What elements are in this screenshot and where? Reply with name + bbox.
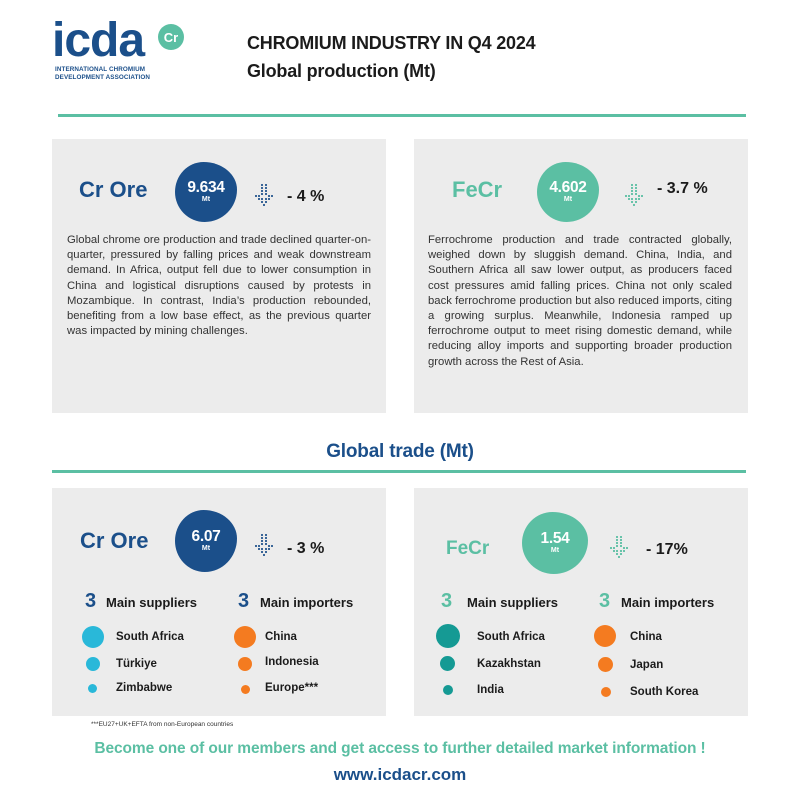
production-cr-ore-unit: Mt bbox=[201, 196, 211, 203]
trade-cr-ore-value-badge: 6.07 Mt bbox=[175, 510, 237, 572]
page-subtitle: Global production (Mt) bbox=[247, 61, 436, 81]
production-fecr-change: - 3.7 % bbox=[657, 180, 708, 197]
website-link[interactable]: www.icdacr.com bbox=[333, 765, 467, 784]
membership-cta: Become one of our members and get access… bbox=[94, 740, 706, 757]
production-cr-ore-description: Global chrome ore production and trade d… bbox=[67, 234, 371, 338]
arrow-down-icon bbox=[255, 534, 273, 556]
trade-cr-ore-supplier-1: South Africa bbox=[116, 631, 184, 643]
page-title: CHROMIUM INDUSTRY IN Q4 2024 bbox=[247, 33, 536, 53]
trade-fecr-suppliers-count: 3 bbox=[441, 590, 453, 612]
trade-fecr-supplier-3: India bbox=[477, 684, 504, 696]
trade-cr-ore-importer-2: Indonesia bbox=[265, 656, 319, 668]
arrow-down-icon bbox=[255, 184, 273, 206]
trade-fecr-suppliers-label: Main suppliers bbox=[467, 595, 559, 610]
icda-logo: icda Cr INTERNATIONAL CHROMIUM DEVELOPME… bbox=[52, 14, 192, 88]
trade-fecr-value-badge: 1.54 Mt bbox=[522, 512, 588, 574]
production-fecr-value-badge: 4.602 Mt bbox=[537, 162, 599, 222]
trade-fecr-importer-1: China bbox=[630, 631, 662, 643]
trade-cr-ore-importers-count: 3 bbox=[238, 590, 250, 612]
trade-section-title: Global trade (Mt) bbox=[326, 441, 474, 462]
icda-logo-mark: icda Cr bbox=[52, 14, 184, 64]
production-fecr-description: Ferrochrome production and trade contrac… bbox=[428, 234, 732, 368]
logo-subtitle: INTERNATIONAL CHROMIUM DEVELOPMENT ASSOC… bbox=[55, 66, 151, 81]
production-cr-ore-change: - 4 % bbox=[287, 188, 325, 205]
supplier-dot bbox=[440, 656, 455, 671]
production-fecr-name: FeCr bbox=[452, 177, 503, 202]
production-cr-ore-name: Cr Ore bbox=[79, 177, 148, 202]
supplier-dot bbox=[86, 657, 100, 671]
trade-fecr-supplier-1: South Africa bbox=[477, 631, 545, 643]
trade-cr-ore-importer-3: Europe*** bbox=[265, 682, 319, 694]
trade-fecr-name: FeCr bbox=[446, 538, 490, 559]
importer-dot bbox=[601, 687, 611, 697]
trade-fecr-importer-2: Japan bbox=[630, 659, 664, 671]
supplier-dot bbox=[88, 684, 97, 693]
importer-dot bbox=[238, 657, 252, 671]
trade-cr-ore-supplier-3: Zimbabwe bbox=[116, 682, 173, 694]
supplier-dot bbox=[436, 624, 460, 648]
importer-dot bbox=[594, 625, 616, 647]
trade-fecr-importers-label: Main importers bbox=[621, 595, 715, 610]
production-fecr-unit: Mt bbox=[563, 196, 573, 203]
trade-divider bbox=[52, 470, 746, 473]
logo-badge: Cr bbox=[164, 30, 178, 45]
trade-fecr-supplier-2: Kazakhstan bbox=[477, 658, 541, 670]
logo-letters: icda bbox=[52, 14, 145, 64]
production-cr-ore-value: 9.634 bbox=[187, 179, 225, 196]
importer-dot bbox=[234, 626, 256, 648]
trade-cr-ore-name: Cr Ore bbox=[80, 528, 149, 553]
supplier-dot bbox=[82, 626, 104, 648]
trade-cr-ore-suppliers-label: Main suppliers bbox=[106, 595, 198, 610]
trade-cr-ore-value: 6.07 bbox=[191, 528, 221, 545]
trade-cr-ore-suppliers-count: 3 bbox=[85, 590, 97, 612]
trade-fecr-value: 1.54 bbox=[540, 530, 570, 547]
trade-cr-ore-unit: Mt bbox=[201, 545, 211, 552]
footnote: ***EU27+UK+EFTA from non-European countr… bbox=[91, 721, 234, 728]
header-divider bbox=[58, 114, 746, 117]
production-cr-ore-value-badge: 9.634 Mt bbox=[175, 162, 237, 222]
trade-cr-ore-supplier-2: Türkiye bbox=[116, 658, 157, 670]
importer-dot bbox=[598, 657, 613, 672]
trade-fecr-importer-3: South Korea bbox=[630, 686, 699, 698]
trade-cr-ore-importers-label: Main importers bbox=[260, 595, 354, 610]
trade-cr-ore-importer-1: China bbox=[265, 631, 297, 643]
importer-dot bbox=[241, 685, 250, 694]
trade-fecr-unit: Mt bbox=[550, 547, 560, 554]
trade-fecr-change: - 17% bbox=[646, 541, 688, 558]
arrow-down-icon bbox=[625, 184, 643, 206]
supplier-dot bbox=[443, 685, 453, 695]
arrow-down-icon bbox=[610, 536, 628, 558]
trade-fecr-importers-count: 3 bbox=[599, 590, 611, 612]
production-fecr-value: 4.602 bbox=[549, 179, 587, 196]
trade-cr-ore-change: - 3 % bbox=[287, 540, 325, 557]
